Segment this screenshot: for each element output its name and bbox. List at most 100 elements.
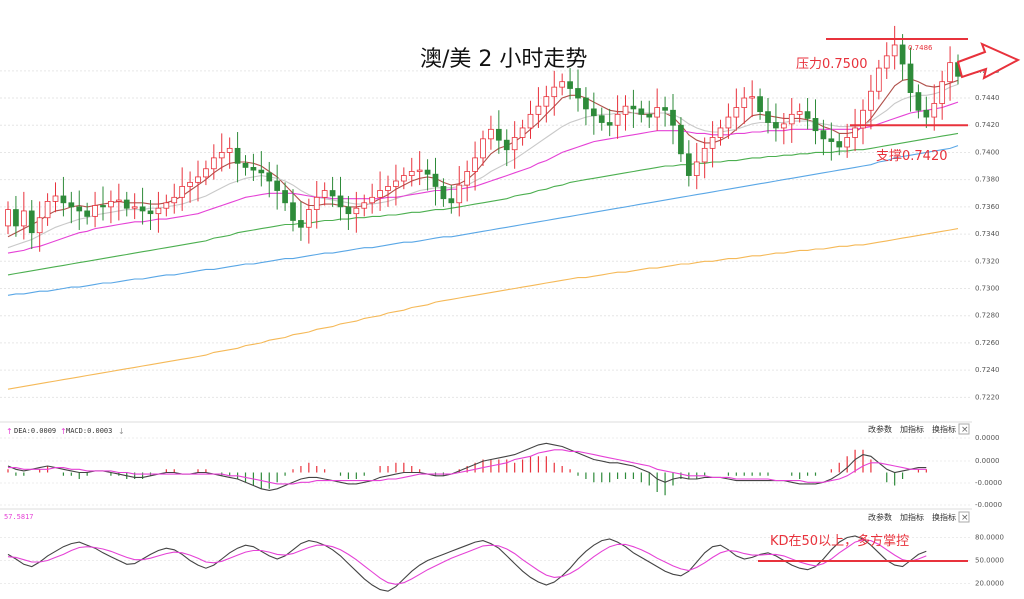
kd-params-button[interactable]: 改参数: [868, 512, 892, 522]
price-tick-label: 0.7300: [975, 284, 1000, 292]
candle-up: [210, 157, 217, 170]
candle-down: [773, 122, 779, 129]
candle-down: [590, 108, 597, 117]
candle-down: [598, 115, 605, 123]
candle-down: [678, 124, 684, 155]
candle-up: [733, 107, 740, 118]
price-tick-label: 0.7400: [975, 148, 1000, 156]
candle-down: [76, 206, 83, 212]
high-price-label: 0.7486: [908, 44, 933, 52]
candle-down: [345, 206, 352, 215]
forecast-arrow-icon: [956, 42, 1021, 80]
candle-up: [187, 181, 193, 187]
macd-label: MACD:0.0003: [66, 427, 112, 435]
kd-switch-indicator-button[interactable]: 换指标: [932, 512, 956, 522]
ma-line-2: [7, 101, 959, 254]
annotations: [826, 38, 968, 127]
price-tick-label: 0.7220: [975, 393, 1000, 401]
candle-down: [907, 63, 914, 93]
candle-down: [567, 81, 573, 89]
macd-arrow-icon: ↑: [60, 427, 67, 436]
candle-up: [115, 199, 122, 202]
candle-down: [828, 138, 835, 142]
candle-up: [400, 175, 407, 182]
macd-close-icon: ×: [961, 425, 969, 435]
candle-up: [868, 90, 874, 111]
candle-up: [852, 127, 858, 138]
candle-up: [20, 210, 27, 227]
candle-up: [883, 55, 890, 69]
candle-up: [654, 107, 661, 118]
candle-up: [860, 109, 866, 129]
kd-add-indicator-button[interactable]: 加指标: [900, 512, 924, 522]
ma-line-3: [7, 132, 959, 276]
candle-down: [638, 108, 645, 115]
candle-down: [670, 109, 676, 126]
macd-toolbar: 改参数 加指标 换指标 ×: [868, 423, 970, 435]
candle-down: [915, 92, 922, 111]
candle-down: [432, 173, 439, 187]
candle-up: [780, 123, 787, 129]
candle-up: [385, 186, 391, 191]
candle-up: [171, 196, 178, 204]
candle-down: [923, 109, 930, 118]
candle-up: [163, 202, 170, 209]
candle-down: [250, 167, 257, 171]
candle-down: [662, 107, 668, 111]
candle-up: [472, 157, 478, 172]
candle-up: [543, 96, 550, 107]
price-tick-label: 0.7280: [975, 312, 1000, 320]
candle-up: [559, 81, 566, 88]
candle-up: [377, 190, 383, 198]
candle-down: [899, 44, 906, 65]
price-tick-label: 0.7320: [975, 257, 1000, 265]
candle-down: [68, 202, 75, 208]
kd-close-button[interactable]: [958, 511, 970, 523]
candle-down: [685, 153, 692, 176]
macd-tick-label: -0.0000: [975, 479, 1002, 487]
ma-line-5: [7, 228, 959, 390]
candle-up: [931, 103, 938, 118]
candle-up: [939, 81, 946, 104]
candle-down: [606, 122, 613, 126]
candle-down: [298, 220, 304, 228]
macd-axis: 0.0000 0.0000 -0.0000 -0.0000: [975, 434, 1002, 509]
candle-down: [440, 186, 447, 200]
kd-tick-label: 20.0000: [975, 580, 1004, 588]
dea-arrow-icon: ↑: [6, 427, 13, 436]
candle-down: [583, 97, 589, 110]
candle-up: [527, 113, 534, 129]
candle-down: [765, 111, 771, 123]
candlesticks: [5, 25, 961, 252]
candle-up: [408, 171, 415, 176]
candle-up: [519, 127, 526, 138]
candle-down: [495, 128, 502, 141]
candle-up: [92, 205, 98, 217]
macd-close-button[interactable]: [958, 423, 970, 435]
kd-axis: 80.0000 50.0000 20.0000: [975, 534, 1004, 588]
candle-up: [788, 113, 795, 125]
candle-down: [28, 210, 35, 234]
candle-down: [282, 190, 288, 204]
candle-down: [242, 162, 249, 168]
candle-up: [131, 206, 138, 209]
price-tick-label: 0.7260: [975, 339, 1000, 347]
candle-up: [5, 209, 11, 227]
candle-up: [203, 168, 209, 178]
candle-down: [820, 130, 827, 140]
ma-line-4: [7, 145, 959, 296]
price-tick-label: 0.7440: [975, 94, 1000, 102]
candle-up: [622, 105, 629, 115]
candle-up: [44, 201, 51, 219]
price-tick-label: 0.7380: [975, 176, 1000, 184]
price-tick-label: 0.7340: [975, 230, 1000, 238]
candle-down: [812, 118, 819, 132]
candle-up: [488, 128, 494, 140]
candle-down: [13, 209, 19, 227]
macd-params-button[interactable]: 改参数: [868, 424, 892, 434]
chart-title: 澳/美 2 小时走势: [420, 47, 587, 72]
macd-add-indicator-button[interactable]: 加指标: [900, 424, 924, 434]
candle-down: [60, 195, 67, 204]
macd-switch-indicator-button[interactable]: 换指标: [932, 424, 956, 434]
candle-up: [511, 137, 518, 151]
